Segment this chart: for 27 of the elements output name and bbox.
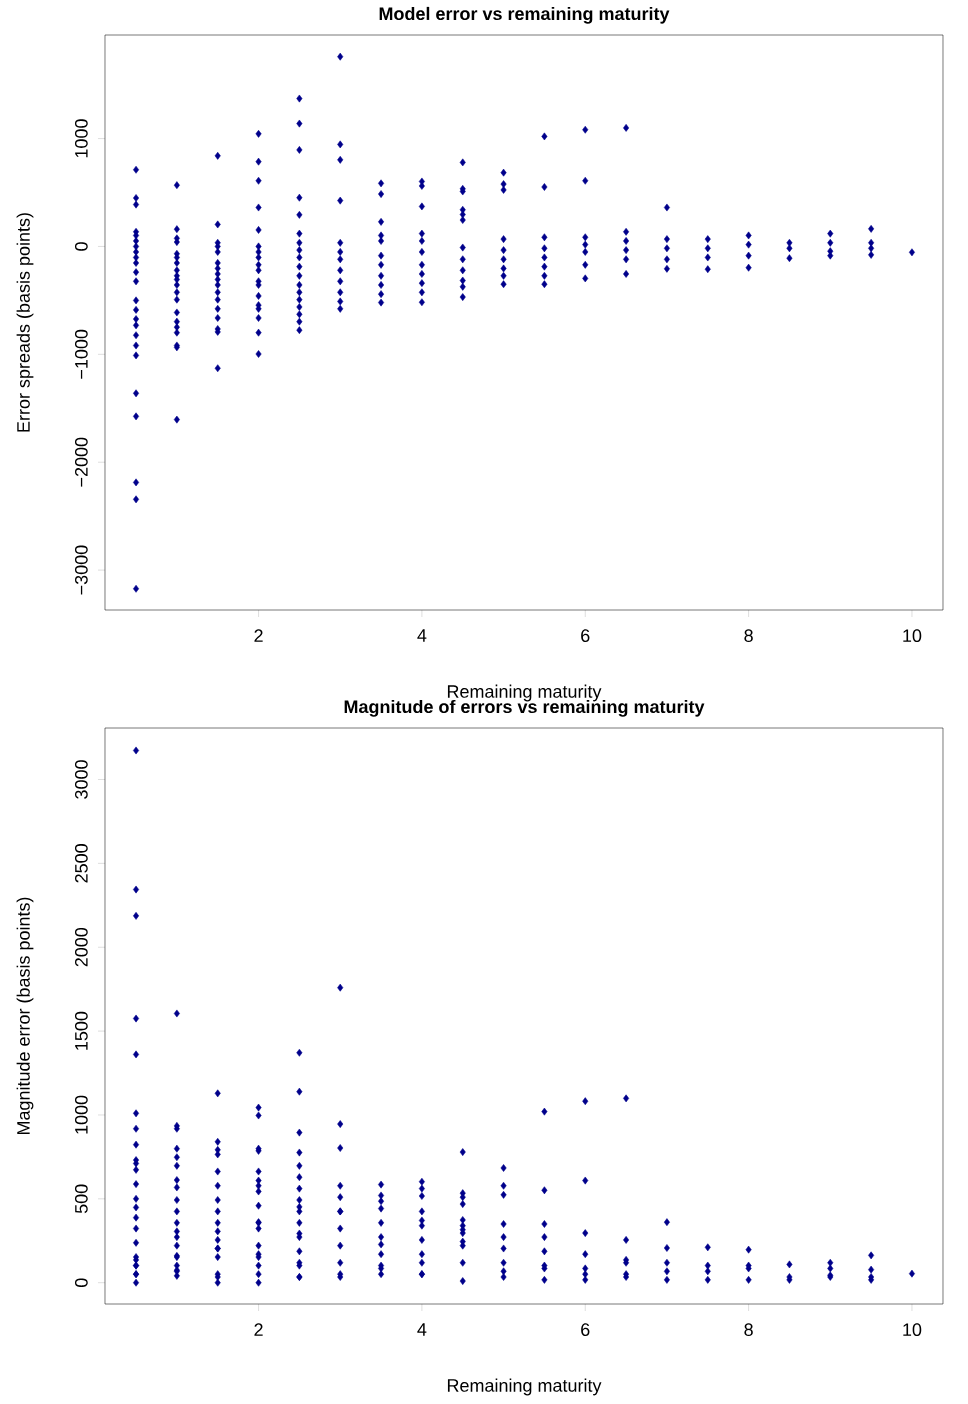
y-tick-label: 1000 [74, 119, 88, 158]
y-tick-label: 3000 [74, 760, 88, 799]
x-tick-label: 6 [581, 1323, 590, 1337]
y-tick-label: −2000 [74, 437, 88, 487]
y-tick-label: 2500 [74, 844, 88, 883]
y-tick-label: 0 [74, 1278, 88, 1287]
x-tick-label: 4 [417, 1323, 427, 1336]
y-axis-title: Magnitude error (basis points) [16, 897, 34, 1135]
x-tick-label: 6 [581, 629, 590, 643]
y-tick-label: 1500 [74, 1011, 88, 1050]
x-axis-title: Remaining maturity [447, 1378, 602, 1396]
y-tick-label: 0 [74, 242, 88, 251]
y-axis-title: Error spreads (basis points) [16, 213, 34, 432]
y-tick-label: 500 [74, 1184, 88, 1214]
y-tick-label: −1000 [74, 329, 88, 379]
y-tick-label: 2000 [74, 927, 88, 967]
y-tick-label: 1000 [74, 1095, 88, 1134]
x-tick-label: 2 [254, 629, 263, 642]
x-tick-label: 8 [744, 1323, 753, 1337]
chart-title: Model error vs remaining maturity [379, 6, 670, 24]
x-tick-label: 4 [417, 629, 427, 642]
x-tick-label: 10 [903, 629, 922, 643]
x-tick-label: 10 [903, 1323, 922, 1337]
x-tick-label: 2 [254, 1323, 263, 1336]
x-axis-title: Remaining maturity [447, 684, 602, 702]
y-tick-label: −3000 [74, 545, 88, 595]
x-tick-label: 8 [744, 629, 753, 643]
